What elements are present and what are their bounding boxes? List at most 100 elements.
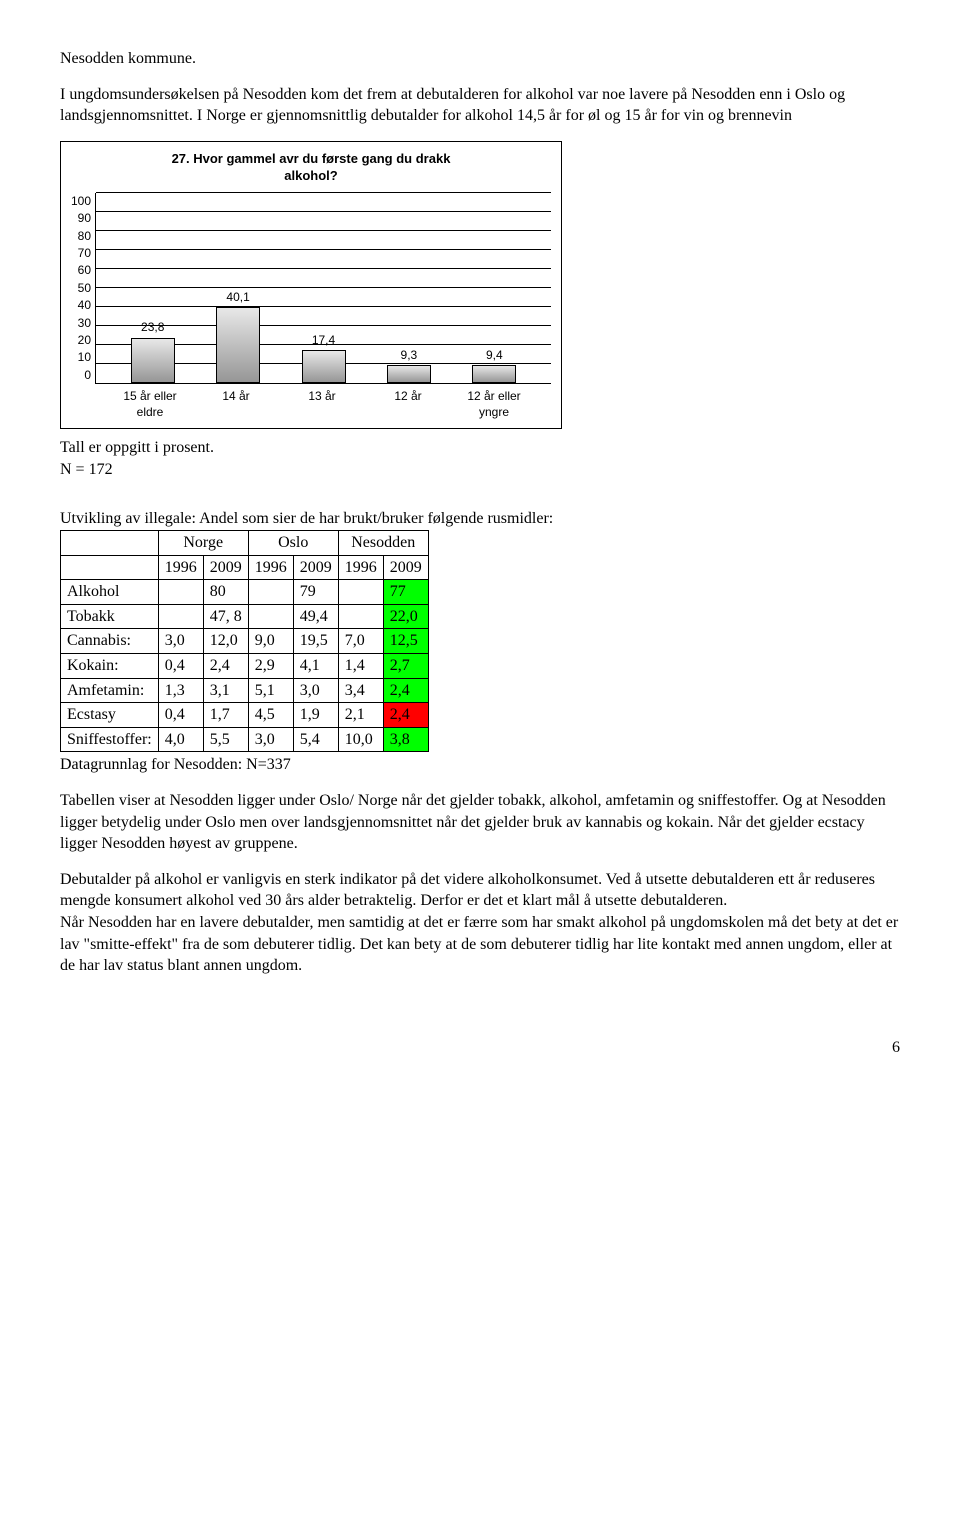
chart-area: 0 102030 4050 607080 90100 23,8 40,1 17,4 9,3 9,… [71,193,551,384]
chart-caption: Tall er oppgitt i prosent. N = 172 [60,437,900,480]
bar-wrap: 9,4 [467,347,521,383]
table-cell [338,580,383,605]
table-cell [158,604,203,629]
bar [387,365,431,383]
bar-value-label: 9,4 [486,347,503,363]
y-tick: 90 [71,210,91,226]
y-tick: 40 [71,297,91,313]
table-cell: 49,4 [293,604,338,629]
bar-value-label: 23,8 [141,319,164,335]
table-year-header: 2009 [383,555,428,580]
caption-l1: Tall er oppgitt i prosent. [60,439,214,456]
bar-value-label: 9,3 [401,347,418,363]
table-cell: 2,4 [383,678,428,703]
y-tick: 20 [71,332,91,348]
x-tick: 14 år [209,388,263,420]
table-cell [61,555,159,580]
gridline [96,306,551,307]
table-cell: 3,4 [338,678,383,703]
body-p3: Når Nesodden har en lavere debutalder, m… [60,912,900,977]
table-group-header: Norge [158,531,248,556]
gridline [96,230,551,231]
table-year-header: 2009 [293,555,338,580]
y-axis: 0 102030 4050 607080 90100 [71,193,95,383]
table-cell: 1,9 [293,703,338,728]
table-cell: 5,4 [293,727,338,752]
table-cell: 80 [203,580,248,605]
data-table: NorgeOsloNesodden19962009199620091996200… [60,530,429,752]
table-cell: 5,5 [203,727,248,752]
heading-line: Nesodden kommune. [60,48,900,70]
table-cell: 12,5 [383,629,428,654]
table-year-header: 1996 [158,555,203,580]
bar-value-label: 17,4 [312,332,335,348]
y-tick: 10 [71,349,91,365]
table-heading: Utvikling av illegale: Andel som sier de… [60,508,900,530]
x-tick: 13 år [295,388,349,420]
table-year-header: 2009 [203,555,248,580]
table-cell: 10,0 [338,727,383,752]
table-cell: 2,9 [248,654,293,679]
bar [302,350,346,383]
intro-paragraph: I ungdomsundersøkelsen på Nesodden kom d… [60,84,900,127]
gridline [96,249,551,250]
x-tick: 15 år eller eldre [123,388,177,420]
table-group-header: Oslo [248,531,338,556]
gridline [96,211,551,212]
gridline [96,287,551,288]
body-p1: Tabellen viser at Nesodden ligger under … [60,790,900,855]
table-year-header: 1996 [248,555,293,580]
bar-wrap: 17,4 [297,332,351,383]
y-tick: 70 [71,245,91,261]
table-cell: 47, 8 [203,604,248,629]
table-cell: 12,0 [203,629,248,654]
table-cell: 3,8 [383,727,428,752]
table-cell: 4,0 [158,727,203,752]
y-tick: 0 [71,367,91,383]
bar-value-label: 40,1 [226,289,249,305]
bar [131,338,175,383]
y-tick: 80 [71,228,91,244]
page-number: 6 [60,1037,900,1059]
x-axis: 15 år eller eldre 14 år 13 år 12 år 12 år el… [71,384,551,420]
gridline [96,268,551,269]
table-row-label: Amfetamin: [61,678,159,703]
x-tick: 12 år [381,388,435,420]
table-cell: 1,3 [158,678,203,703]
table-cell: 1,4 [338,654,383,679]
table-cell: 0,4 [158,654,203,679]
table-row-label: Tobakk [61,604,159,629]
gridline [96,192,551,193]
table-cell: 9,0 [248,629,293,654]
x-tick: 12 år eller yngre [467,388,521,420]
table-cell: 2,1 [338,703,383,728]
body-p2: Debutalder på alkohol er vanligvis en st… [60,869,900,912]
chart-container: 27. Hvor gammel avr du første gang du dr… [60,141,562,429]
table-row-label: Alkohol [61,580,159,605]
y-tick: 30 [71,315,91,331]
table-cell [248,580,293,605]
table-row-label: Ecstasy [61,703,159,728]
chart-plot: 23,8 40,1 17,4 9,3 9,4 [95,193,551,384]
bar-wrap: 9,3 [382,347,436,383]
table-row-label: Kokain: [61,654,159,679]
table-footer: Datagrunnlag for Nesodden: N=337 [60,754,900,776]
table-row-label: Sniffestoffer: [61,727,159,752]
table-cell: 2,4 [383,703,428,728]
y-tick: 60 [71,262,91,278]
table-cell [248,604,293,629]
table-cell: 4,1 [293,654,338,679]
table-cell: 19,5 [293,629,338,654]
y-tick: 100 [71,193,91,209]
chart-title-l2: alkohol? [284,168,337,183]
chart-title-l1: 27. Hvor gammel avr du første gang du dr… [172,151,451,166]
table-cell: 0,4 [158,703,203,728]
table-row-label: Cannabis: [61,629,159,654]
table-group-header: Nesodden [338,531,428,556]
table-cell [61,531,159,556]
table-year-header: 1996 [338,555,383,580]
caption-l2: N = 172 [60,461,113,478]
table-cell: 5,1 [248,678,293,703]
bar [216,307,260,383]
y-tick: 50 [71,280,91,296]
